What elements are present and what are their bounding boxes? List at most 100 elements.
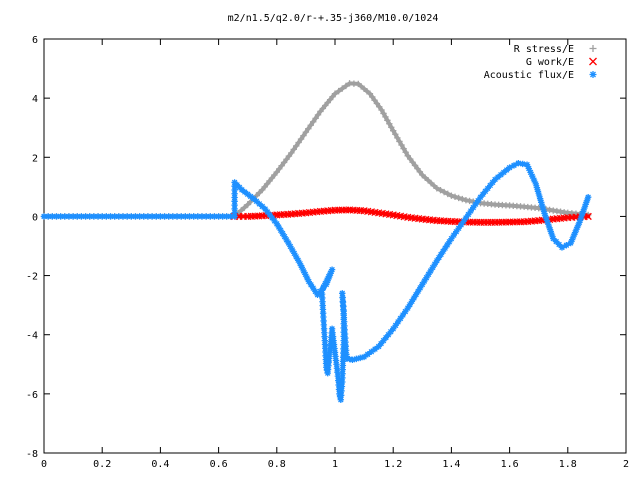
data-point	[470, 204, 477, 211]
data-point	[451, 193, 459, 201]
data-point	[198, 213, 206, 220]
data-point	[119, 213, 127, 220]
y-axis: -8 -6 -4 -2 0 2 4 6	[26, 35, 626, 460]
data-point	[231, 198, 238, 205]
data-point	[339, 85, 346, 92]
data-point	[307, 281, 315, 289]
data-point	[477, 194, 484, 201]
data-point	[328, 325, 336, 332]
data-point	[322, 356, 330, 363]
data-point	[399, 311, 407, 319]
data-point	[534, 188, 542, 195]
data-point	[394, 318, 402, 326]
data-point	[342, 342, 350, 350]
series-layer	[40, 80, 592, 403]
data-point	[581, 204, 588, 212]
y-tick-label: 0	[32, 212, 38, 223]
data-point	[215, 213, 222, 220]
data-point	[339, 366, 346, 373]
data-point	[177, 213, 185, 220]
data-point	[231, 190, 238, 197]
data-point	[312, 115, 319, 122]
data-point	[589, 71, 597, 78]
data-point	[231, 213, 238, 220]
data-point	[322, 280, 329, 287]
data-point	[285, 152, 293, 160]
data-point	[330, 341, 338, 348]
data-point	[318, 290, 326, 298]
data-point	[400, 145, 407, 152]
data-point	[571, 229, 579, 236]
x-tick-label: 0.4	[151, 459, 169, 470]
data-point	[82, 213, 89, 220]
data-point	[298, 264, 306, 271]
data-point	[333, 365, 341, 372]
data-point	[339, 374, 346, 382]
data-point	[339, 294, 346, 301]
data-point	[186, 213, 193, 220]
data-point	[394, 134, 401, 142]
data-point	[446, 238, 453, 245]
data-point	[326, 350, 333, 358]
data-point	[340, 349, 347, 357]
data-point	[547, 228, 554, 235]
data-point	[325, 362, 332, 369]
data-point	[322, 352, 329, 360]
data-point	[161, 213, 168, 220]
data-point	[390, 325, 397, 332]
data-point	[49, 213, 56, 220]
data-point	[583, 197, 591, 204]
data-point	[307, 122, 314, 129]
data-point	[330, 337, 337, 344]
data-point	[342, 82, 350, 90]
data-point	[136, 213, 143, 220]
data-point	[532, 180, 539, 188]
data-point	[427, 267, 434, 275]
data-point	[568, 236, 576, 243]
y-tick-label: -4	[26, 331, 38, 342]
data-point	[535, 191, 543, 199]
x-tick-label: 1.6	[501, 459, 519, 470]
data-point	[527, 169, 534, 176]
data-point	[342, 338, 349, 346]
data-point	[250, 195, 257, 202]
data-point	[579, 208, 587, 215]
data-point	[412, 291, 420, 298]
data-point	[300, 267, 307, 275]
data-point	[277, 227, 284, 234]
data-point	[69, 213, 77, 220]
data-point	[386, 120, 393, 127]
data-point	[410, 294, 418, 302]
data-point	[128, 213, 135, 220]
data-point	[339, 378, 346, 386]
data-point	[273, 220, 280, 228]
data-point	[500, 169, 507, 176]
data-point	[349, 356, 356, 364]
x-tick-label: 0	[41, 459, 47, 470]
data-point	[61, 213, 68, 220]
data-point	[584, 212, 592, 221]
data-point	[107, 213, 114, 220]
legend: R stress/E G work/E Acoustic flux/E	[484, 44, 597, 81]
data-point	[338, 383, 346, 390]
data-point	[465, 211, 472, 218]
data-point	[529, 173, 536, 180]
data-point	[384, 117, 391, 124]
data-point	[194, 213, 202, 220]
data-point	[275, 223, 282, 231]
data-point	[276, 165, 283, 173]
plot-frame	[43, 38, 627, 454]
data-point	[402, 308, 409, 315]
data-point	[423, 274, 430, 281]
data-point	[329, 333, 337, 340]
data-point	[231, 179, 238, 186]
data-point	[542, 213, 549, 221]
data-point	[541, 210, 548, 217]
legend-item: G work/E	[526, 57, 597, 68]
data-point	[484, 185, 491, 192]
data-point	[202, 213, 210, 220]
data-point	[582, 201, 589, 208]
data-point	[157, 213, 164, 220]
data-point	[411, 162, 419, 169]
data-point	[382, 113, 389, 121]
